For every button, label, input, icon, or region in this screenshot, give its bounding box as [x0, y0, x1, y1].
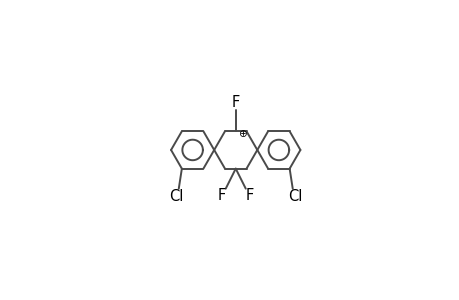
Text: F: F: [231, 95, 239, 110]
Text: F: F: [217, 188, 225, 203]
Text: Cl: Cl: [169, 189, 183, 204]
Text: Cl: Cl: [287, 189, 302, 204]
Text: F: F: [245, 188, 253, 203]
Text: ⊕: ⊕: [237, 129, 246, 140]
